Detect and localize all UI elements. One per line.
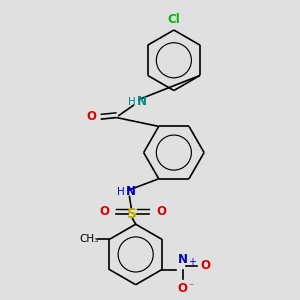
Text: S: S (128, 207, 137, 221)
Text: H: H (128, 97, 136, 107)
Text: N: N (178, 254, 188, 266)
Text: CH₃: CH₃ (79, 234, 98, 244)
Text: O: O (99, 205, 109, 218)
Text: ⁻: ⁻ (188, 282, 194, 292)
Text: O: O (156, 205, 166, 218)
Text: O: O (87, 110, 97, 123)
Text: H: H (117, 187, 124, 197)
Text: O: O (178, 282, 188, 295)
Text: N: N (126, 185, 136, 198)
Text: Cl: Cl (167, 13, 180, 26)
Text: O: O (200, 259, 210, 272)
Text: N: N (137, 95, 147, 108)
Text: +: + (188, 256, 196, 267)
